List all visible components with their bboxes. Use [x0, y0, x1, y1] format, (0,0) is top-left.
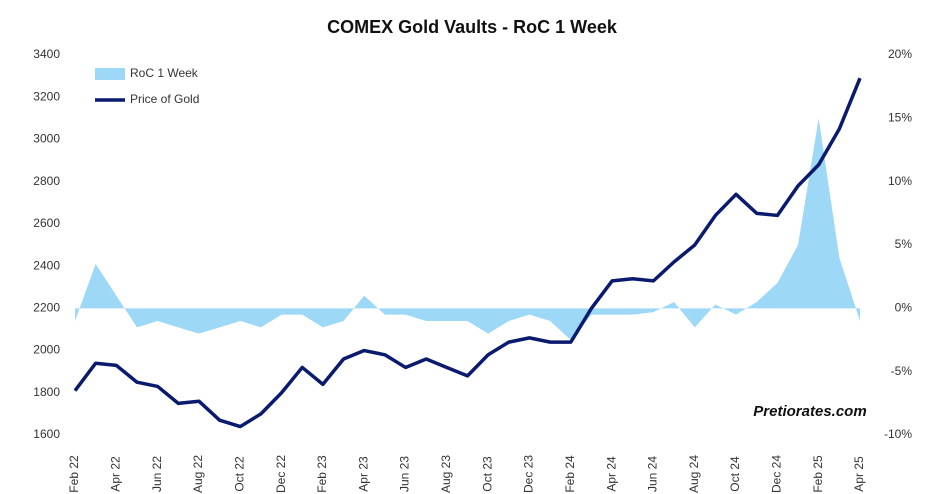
y-tick-label: 2400 — [33, 258, 60, 272]
x-tick-label: Feb 24 — [563, 455, 577, 493]
x-tick-label: Dec 24 — [770, 455, 784, 493]
chart-title: COMEX Gold Vaults - RoC 1 Week — [327, 17, 618, 37]
legend-swatch — [95, 68, 125, 80]
x-tick-label: Feb 25 — [811, 455, 825, 493]
y2-tick-label: 15% — [888, 111, 912, 125]
x-tick-label: Jun 24 — [646, 456, 660, 492]
legend-label: Price of Gold — [130, 92, 199, 106]
legend-label: RoC 1 Week — [130, 66, 199, 80]
x-tick-label: Oct 23 — [480, 456, 494, 492]
y-tick-label: 2800 — [33, 174, 60, 188]
y2-tick-label: 0% — [895, 301, 913, 315]
y-tick-label: 2200 — [33, 301, 60, 315]
y2-tick-label: 5% — [895, 237, 913, 251]
x-tick-label: Apr 24 — [604, 456, 618, 492]
y2-tick-label: 20% — [888, 47, 912, 61]
y-tick-label: 1800 — [33, 385, 60, 399]
y2-tick-label: -10% — [884, 427, 912, 441]
y2-tick-label: 10% — [888, 174, 912, 188]
x-tick-label: Oct 24 — [728, 456, 742, 492]
x-tick-label: Feb 23 — [315, 455, 329, 493]
y-tick-label: 3200 — [33, 89, 60, 103]
line — [73, 77, 862, 429]
watermark: Pretiorates.com — [753, 403, 866, 420]
y-tick-label: 3000 — [33, 132, 60, 146]
y-tick-label: 2600 — [33, 216, 60, 230]
x-tick-label: Jun 22 — [150, 456, 164, 492]
y-tick-label: 1600 — [33, 427, 60, 441]
x-tick-label: Apr 25 — [852, 456, 866, 492]
x-tick-label: Oct 22 — [232, 456, 246, 492]
y-tick-label: 3400 — [33, 47, 60, 61]
x-tick-label: Apr 22 — [108, 456, 122, 492]
x-tick-label: Dec 23 — [522, 455, 536, 493]
y2-tick-label: -5% — [891, 364, 913, 378]
x-tick-label: Apr 23 — [356, 456, 370, 492]
x-tick-label: Aug 23 — [439, 455, 453, 493]
y-tick-label: 2000 — [33, 343, 60, 357]
x-tick-label: Dec 22 — [274, 455, 288, 493]
x-tick-label: Aug 22 — [191, 455, 205, 493]
area — [75, 118, 860, 340]
x-tick-label: Aug 24 — [687, 455, 701, 493]
x-tick-label: Feb 22 — [67, 455, 81, 493]
x-tick-label: Jun 23 — [398, 456, 412, 492]
